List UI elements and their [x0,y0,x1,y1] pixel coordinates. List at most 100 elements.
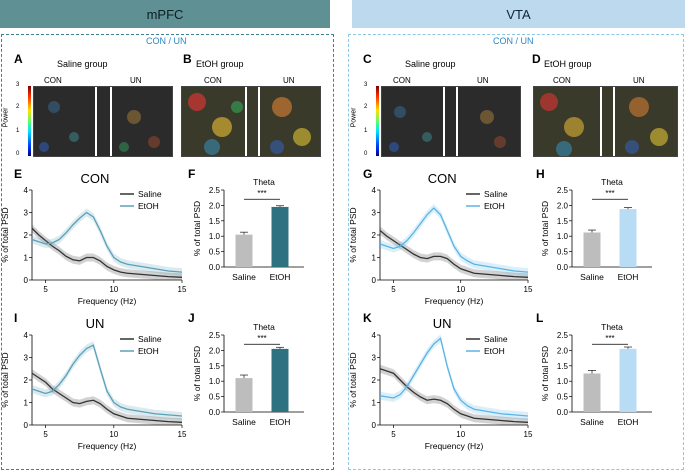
chart-g-xtick-label: 5 [391,285,396,294]
chart-e-ylabel: % of total PSD [0,207,10,262]
chart-f-ytick-label: 0.0 [209,263,221,272]
chart-k-ytick-label: 3 [372,354,377,363]
chart-f-bar-etoh [271,206,289,267]
heatmap-b-noise [188,87,311,156]
chart-i-ytick-label: 2 [24,376,29,385]
chart-g-xlabel: Frequency (Hz) [425,296,484,306]
panel-letter-f: F [188,167,196,181]
chart-i-etoh-line [31,344,183,417]
colorbar-c-tick-2: 2 [364,104,368,110]
chart-e-ytick-label: 2 [24,231,29,240]
colorbar-a-tick-0: 0 [16,151,20,157]
panel-d-title: EtOH group [544,59,592,69]
chart-f-ytick-label: 0.5 [209,248,221,257]
chart-j-ylabel: % of total PSD [192,346,202,401]
panel-b-con-label: CON [204,76,222,85]
chart-h-ytick-label: 2.5 [557,186,569,195]
chart-k-xtick-label: 5 [391,430,396,439]
chart-l-bar-saline [583,373,601,412]
chart-j-significance: *** [257,334,266,343]
panel-c-con-label: CON [393,76,411,85]
chart-f-ylabel: % of total PSD [192,201,202,256]
chart-i-legend-saline: Saline [138,334,162,344]
chart-l-ytick-label: 1.0 [557,377,569,386]
chart-j-ytick-label: 2.0 [209,346,221,355]
chart-g-saline-line [379,230,529,278]
chart-h-category-etoh: EtOH [618,272,639,282]
panel-d-con-label: CON [553,76,571,85]
chart-g-etoh-band [380,203,528,277]
chart-j-ytick-label: 2.5 [209,331,221,340]
chart-f-bar-saline [235,234,253,267]
chart-i-title: UN [86,316,105,331]
chart-e-xtick-label: 15 [178,285,187,294]
chart-g-ytick-label: 0 [372,276,377,285]
heatmap-a [33,86,173,157]
chart-f-significance: *** [257,189,266,198]
chart-f-ytick-label: 2.5 [209,186,221,195]
chart-k-saline-line [379,368,529,423]
chart-i-ytick-label: 1 [24,399,29,408]
chart-l-ytick-label: 0.5 [557,393,569,402]
colorbar-c-tick-0: 0 [364,151,368,157]
chart-l-category-saline: Saline [580,417,604,427]
panel-letter-k: K [363,311,372,325]
chart-f-category-saline: Saline [232,272,256,282]
chart-e-etoh-line [31,211,183,273]
colorbar-c [376,86,379,156]
chart-k-ytick-label: 1 [372,399,377,408]
panel-letter-j: J [188,311,195,325]
chart-j-ytick-label: 1.5 [209,362,221,371]
chart-j-title: Theta [253,322,275,332]
chart-e-xtick-label: 5 [43,285,48,294]
chart-h-ytick-label: 0.0 [557,263,569,272]
chart-e-ytick-label: 3 [24,209,29,218]
chart-j-ytick-label: 0.5 [209,393,221,402]
panel-a-title: Saline group [57,59,108,69]
chart-l-significance: *** [605,334,614,343]
chart-i-xtick-label: 10 [109,430,118,439]
chart-h-ytick-label: 2.0 [557,201,569,210]
chart-i-ylabel: % of total PSD [0,352,10,407]
chart-k-xlabel: Frequency (Hz) [425,441,484,451]
chart-h-title: Theta [601,177,623,187]
chart-k-etoh-line [379,337,529,417]
chart-h-ylabel: % of total PSD [540,201,550,256]
heatmap-c-noise [389,87,506,156]
panel-letter-l: L [536,311,544,325]
panel-letter-h: H [536,167,545,181]
chart-g-saline-band [380,226,528,280]
panel-b-un-label: UN [283,76,295,85]
chart-f-category-etoh: EtOH [270,272,291,282]
chart-e-ytick-label: 0 [24,276,29,285]
colorbar-a-tick-2: 2 [16,104,20,110]
chart-j-ytick-label: 0.0 [209,408,221,417]
chart-k-ylabel: % of total PSD [348,352,358,407]
chart-i-saline-line [31,372,183,423]
chart-h-ytick-label: 0.5 [557,248,569,257]
colorbar-c-tick-1: 1 [364,128,368,134]
chart-j-bar-etoh [271,348,289,412]
chart-g-ytick-label: 4 [372,186,377,195]
chart-g-ytick-label: 3 [372,209,377,218]
chart-h-bar-saline [583,232,601,267]
heatmap-b [181,86,321,157]
chart-e-legend-saline: Saline [138,189,162,199]
chart-j-ytick-label: 1.0 [209,377,221,386]
panel-c-title: Saline group [405,59,456,69]
heatmap-a-noise [39,87,160,156]
chart-i-ytick-label: 3 [24,354,29,363]
chart-h-bar-etoh [619,209,637,267]
chart-e-ytick-label: 1 [24,254,29,263]
mpfc-panel [1,34,334,470]
chart-g-ylabel: % of total PSD [348,207,358,262]
panel-letter-d: D [532,52,541,66]
chart-j-bar-saline [235,378,253,412]
chart-k-ytick-label: 2 [372,376,377,385]
chart-i-xlabel: Frequency (Hz) [78,441,137,451]
chart-g-xtick-label: 10 [456,285,465,294]
chart-f-ytick-label: 1.0 [209,232,221,241]
chart-h-ytick-label: 1.5 [557,217,569,226]
panel-letter-c: C [363,52,372,66]
